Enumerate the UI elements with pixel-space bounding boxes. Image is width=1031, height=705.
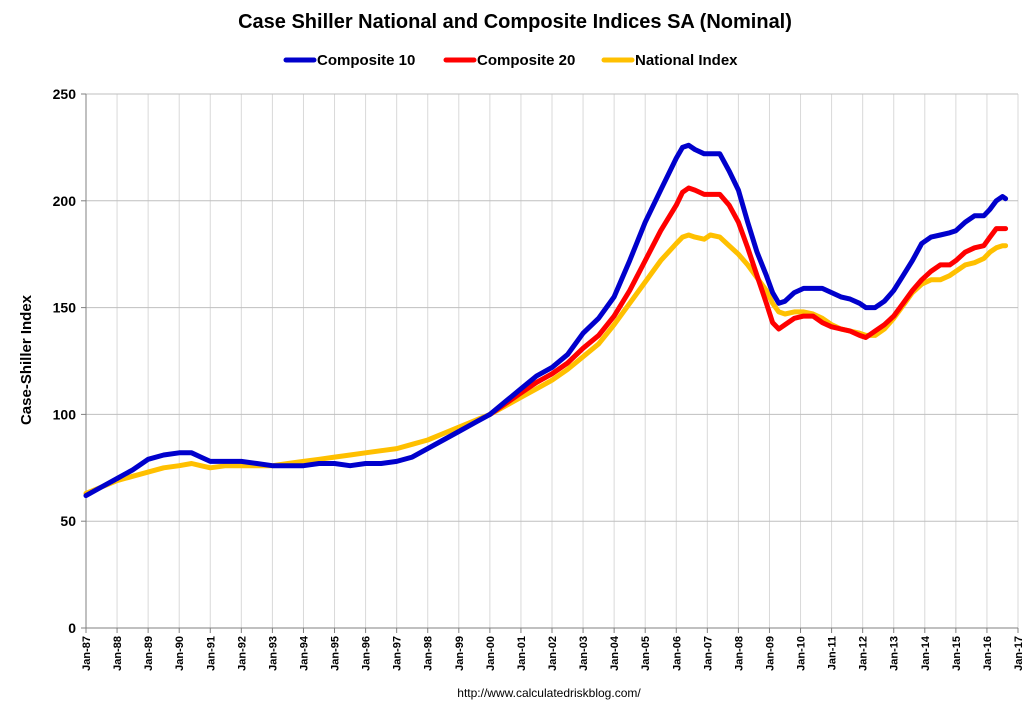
x-tick-label: Jan-96: [361, 636, 373, 671]
x-tick-label: Jan-05: [640, 636, 652, 671]
x-tick-label: Jan-04: [609, 635, 621, 671]
x-tick-label: Jan-06: [671, 636, 683, 671]
x-tick-label: Jan-16: [982, 636, 994, 671]
series-line-composite-20: [487, 185, 1009, 417]
x-tick-label: Jan-90: [174, 636, 186, 671]
series-line-composite-10: [83, 142, 1009, 499]
legend-label-composite-20: Composite 20: [477, 52, 575, 69]
x-tick-label: Jan-03: [578, 636, 590, 671]
x-tick-label: Jan-94: [298, 635, 310, 671]
x-tick-label: Jan-92: [236, 636, 248, 671]
x-tick-label: Jan-87: [81, 636, 93, 671]
y-tick-labels: 0 50 100 150 200 250: [53, 86, 77, 636]
y-tick-label: 250: [53, 86, 77, 102]
x-tick-label: Jan-10: [796, 636, 808, 671]
y-tick-label: 200: [53, 193, 77, 209]
x-tick-label: Jan-88: [112, 636, 124, 671]
x-tick-label: Jan-93: [267, 636, 279, 671]
y-axis-label: Case-Shiller Index: [18, 294, 35, 425]
x-tick-label: Jan-01: [516, 636, 528, 671]
x-tick-labels: Jan-87 Jan-88 Jan-89 Jan-90 Jan-91 Jan-92 Jan-…: [81, 635, 1025, 671]
x-tick-label: Jan-95: [330, 636, 342, 671]
x-tick-label: Jan-02: [547, 636, 559, 671]
x-tick-label: Jan-11: [827, 636, 839, 670]
chart-title: Case Shiller National and Composite Indi…: [238, 11, 792, 33]
legend-label-composite-10: Composite 10: [317, 52, 415, 69]
x-tick-label: Jan-08: [733, 636, 745, 671]
axes: [81, 93, 1019, 633]
series-group: [83, 142, 1009, 499]
x-tick-label: Jan-98: [423, 636, 435, 671]
y-tick-label: 100: [53, 406, 77, 422]
x-tick-label: Jan-12: [858, 636, 870, 671]
legend: Composite 10 Composite 20 National Index: [283, 52, 738, 69]
x-tick-label: Jan-13: [889, 636, 901, 671]
x-tick-label: Jan-17: [1013, 636, 1025, 671]
x-tick-label: Jan-14: [920, 635, 932, 671]
series-line-national-index: [83, 232, 1009, 496]
x-tick-label: Jan-97: [392, 636, 404, 671]
y-tick-label: 50: [60, 513, 76, 529]
legend-label-national-index: National Index: [635, 52, 738, 69]
x-tick-label: Jan-89: [143, 636, 155, 671]
x-tick-label: Jan-07: [702, 636, 714, 671]
x-tick-label: Jan-09: [764, 636, 776, 671]
grid: [86, 93, 1019, 628]
x-tick-label: Jan-15: [951, 636, 963, 671]
x-tick-label: Jan-99: [454, 636, 466, 671]
x-tick-label: Jan-91: [205, 636, 217, 671]
source-url: http://www.calculatedriskblog.com/: [457, 686, 641, 700]
y-tick-label: 150: [53, 300, 77, 316]
x-tick-label: Jan-00: [485, 636, 497, 671]
y-tick-label: 0: [68, 620, 76, 636]
